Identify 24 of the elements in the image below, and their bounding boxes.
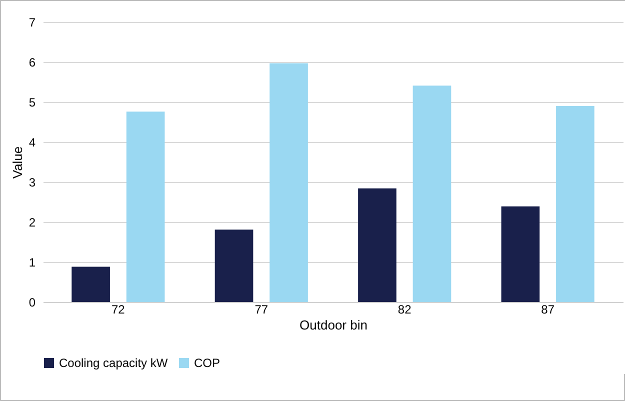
y-tick-label: 2	[28, 216, 36, 230]
x-tick-label: 87	[541, 302, 555, 316]
y-tick-label: 0	[28, 296, 36, 310]
bar	[358, 188, 396, 302]
x-tick-label: 72	[112, 302, 126, 316]
y-tick-label: 6	[28, 56, 36, 70]
x-tick-label: 77	[254, 302, 268, 316]
y-tick-label: 5	[28, 96, 36, 110]
y-axis-title: Value	[10, 146, 25, 179]
bar	[501, 206, 540, 302]
y-tick-label: 1	[28, 256, 36, 270]
x-axis-title: Outdoor bin	[300, 318, 368, 332]
bar	[556, 106, 594, 302]
bar	[270, 63, 308, 302]
y-tick-label: 7	[28, 16, 36, 30]
legend-label: Cooling capacity kW	[59, 356, 168, 370]
x-tick-label: 82	[398, 302, 412, 316]
bar	[412, 86, 452, 302]
bar	[126, 112, 165, 302]
y-tick-label: 4	[28, 136, 36, 150]
bar	[214, 230, 254, 302]
y-tick-label: 3	[28, 176, 36, 190]
bar	[72, 266, 110, 302]
legend-label: COP	[194, 356, 220, 370]
